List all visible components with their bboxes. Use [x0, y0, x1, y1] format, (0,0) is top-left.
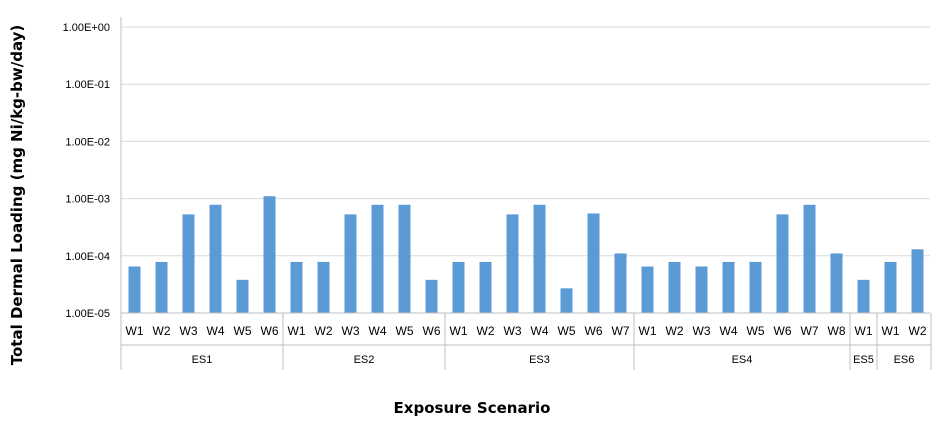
bar — [587, 213, 600, 313]
y-axis-title: Total Dermal Loading (mg Ni/kg-bw/day) — [8, 25, 26, 366]
x-group-label: ES3 — [529, 354, 550, 366]
x-category-label: W5 — [396, 324, 414, 338]
x-category-label: W6 — [261, 324, 279, 338]
x-group-label: ES1 — [192, 354, 213, 366]
x-category-label: W7 — [612, 324, 630, 338]
bar — [911, 249, 924, 313]
x-category-label: W5 — [747, 324, 765, 338]
bar — [803, 204, 816, 313]
bar — [263, 196, 276, 313]
bar-layer — [128, 196, 924, 313]
x-category-label: W3 — [180, 324, 198, 338]
x-category-label: W3 — [693, 324, 711, 338]
bar — [425, 279, 438, 313]
bar — [182, 214, 195, 313]
bar — [398, 204, 411, 313]
bar — [317, 261, 330, 313]
bar — [614, 253, 627, 313]
x-category-label: W1 — [288, 324, 306, 338]
bar — [884, 261, 897, 313]
x-category-label: W2 — [477, 324, 495, 338]
bar — [695, 266, 708, 313]
x-category-label: W1 — [855, 324, 873, 338]
bar — [344, 214, 357, 313]
bar — [533, 204, 546, 313]
x-category-label: W1 — [639, 324, 657, 338]
bar — [776, 214, 789, 313]
x-category-label: W6 — [423, 324, 441, 338]
bar — [290, 261, 303, 313]
x-category-label: W1 — [450, 324, 468, 338]
bar — [830, 253, 843, 313]
bar — [506, 214, 519, 313]
bar — [560, 288, 573, 313]
bar — [641, 266, 654, 313]
y-tick-label: 1.00E+00 — [63, 22, 110, 34]
x-category-label: W2 — [909, 324, 927, 338]
x-group-label: ES6 — [894, 354, 915, 366]
bar — [722, 261, 735, 313]
bar — [479, 261, 492, 313]
x-category-label: W8 — [828, 324, 846, 338]
bar — [209, 204, 222, 313]
bar — [128, 266, 141, 313]
x-group-label: ES5 — [853, 354, 874, 366]
x-category-label: W2 — [666, 324, 684, 338]
bar — [668, 261, 681, 313]
bar — [452, 261, 465, 313]
x-group-label: ES2 — [354, 354, 375, 366]
x-category-label: W4 — [531, 324, 549, 338]
x-category-label: W2 — [153, 324, 171, 338]
x-category-label: W4 — [369, 324, 387, 338]
x-group-label: ES4 — [732, 354, 753, 366]
y-tick-label: 1.00E-02 — [65, 136, 110, 148]
y-tick-label: 1.00E-05 — [65, 308, 110, 320]
x-category-label: W5 — [558, 324, 576, 338]
bar — [857, 279, 870, 313]
axis-layer: 1.00E-05 1.00E-04 1.00E-03 1.00E-02 1.00E-01… — [63, 17, 932, 370]
x-category-label: W6 — [774, 324, 792, 338]
x-category-label: W6 — [585, 324, 603, 338]
x-axis-title: Exposure Scenario — [394, 399, 551, 417]
y-tick-label: 1.00E-01 — [65, 79, 110, 91]
x-category-label: W3 — [504, 324, 522, 338]
bar — [155, 261, 168, 313]
bar — [371, 204, 384, 313]
x-category-label: W2 — [315, 324, 333, 338]
x-category-label: W7 — [801, 324, 819, 338]
x-category-label: W1 — [126, 324, 144, 338]
x-category-label: W5 — [234, 324, 252, 338]
x-category-label: W4 — [207, 324, 225, 338]
y-tick-label: 1.00E-04 — [65, 251, 110, 263]
y-tick-label: 1.00E-03 — [65, 194, 110, 206]
x-category-label: W1 — [882, 324, 900, 338]
x-category-label: W3 — [342, 324, 360, 338]
bar — [749, 261, 762, 313]
bar — [236, 279, 249, 313]
x-category-label: W4 — [720, 324, 738, 338]
